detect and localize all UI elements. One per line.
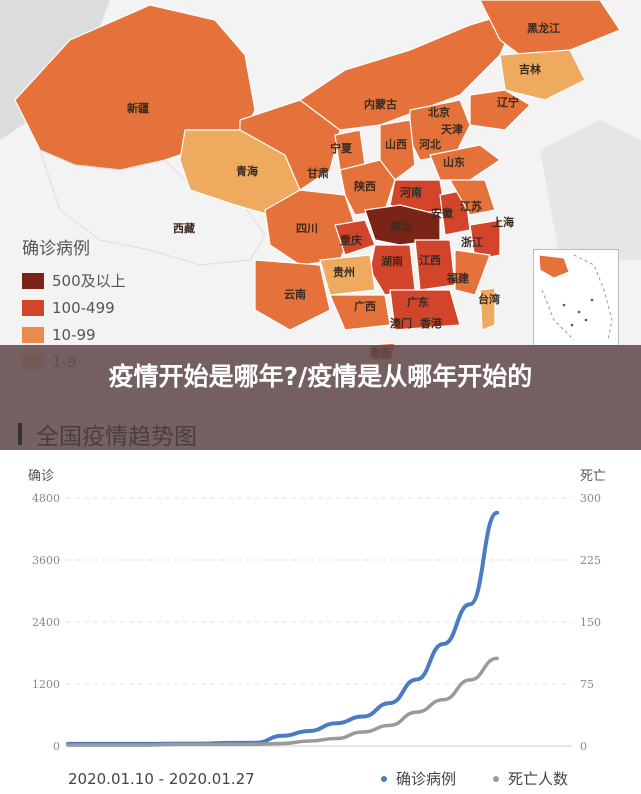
legend-label: 10-99	[52, 325, 96, 344]
trend-chart-svg: 确诊 死亡 0 1200 2400 3600 4800 0 75 150 225 300 2020…	[28, 469, 606, 788]
legend-marker-confirmed	[381, 776, 387, 782]
label-liaoning: 辽宁	[497, 95, 519, 109]
label-guangxi: 广西	[354, 299, 376, 313]
legend-label-confirmed: 确诊病例	[396, 770, 456, 788]
label-guizhou: 贵州	[333, 265, 355, 279]
label-shanxi: 山西	[385, 137, 407, 151]
label-shaanxi: 陕西	[354, 179, 376, 193]
province-shandong	[429, 144, 502, 181]
left-tick-label: 0	[53, 740, 60, 753]
label-hebei: 河北	[419, 137, 441, 151]
province-xizang	[39, 149, 266, 266]
province-guangxi	[329, 294, 391, 331]
label-shandong: 山东	[443, 155, 465, 169]
label-henan: 河南	[400, 185, 422, 199]
label-shanghai: 上海	[492, 215, 514, 229]
china-map-panel: 新疆 西藏 青海 甘肃 内蒙古 宁夏 陕西 四川 重庆 云南 贵州 广西 湖南 …	[0, 0, 641, 392]
label-hubei: 湖北	[390, 219, 412, 233]
chart-section-header: 全国疫情趋势图	[18, 417, 197, 451]
south-china-sea-inset	[533, 249, 619, 346]
legend-label: 100-499	[52, 298, 115, 317]
left-tick-label: 3600	[32, 554, 60, 567]
legend-title: 确诊病例	[22, 239, 90, 259]
left-tick-label: 4800	[32, 492, 60, 505]
province-yunnan	[254, 259, 331, 331]
chart-section-title: 全国疫情趋势图	[36, 424, 197, 450]
right-tick-label: 0	[580, 740, 587, 753]
right-axis-title: 死亡	[580, 469, 606, 484]
label-yunnan: 云南	[284, 287, 306, 301]
label-taiwan: 台湾	[478, 292, 500, 306]
label-jiangxi: 江西	[419, 253, 441, 267]
label-xinjiang: 新疆	[127, 101, 149, 115]
series-line-deaths	[66, 656, 499, 747]
label-ningxia: 宁夏	[330, 141, 353, 155]
label-xizang: 西藏	[173, 221, 195, 235]
legend-item: 10-99	[22, 321, 126, 348]
label-anhui: 安徽	[431, 206, 454, 220]
left-axis-title: 确诊	[28, 469, 54, 484]
label-jiangsu: 江苏	[460, 199, 482, 213]
legend-swatch	[22, 299, 44, 316]
label-zhejiang: 浙江	[461, 235, 483, 249]
left-tick-label: 2400	[32, 616, 60, 629]
label-gansu: 甘肃	[307, 166, 329, 180]
province-taiwan	[479, 287, 496, 331]
china-map: 新疆 西藏 青海 甘肃 内蒙古 宁夏 陕西 四川 重庆 云南 贵州 广西 湖南 …	[0, 0, 641, 361]
label-fujian: 福建	[446, 271, 470, 285]
province-hunan	[369, 244, 416, 296]
province-shanxi	[379, 119, 416, 181]
label-chongqing: 重庆	[340, 233, 362, 247]
legend-swatch	[22, 272, 44, 289]
legend-marker-deaths	[493, 776, 499, 782]
right-tick-label: 150	[580, 616, 601, 629]
legend-label-deaths: 死亡人数	[508, 770, 568, 788]
legend-item: 100-499	[22, 294, 126, 321]
province-guangdong	[389, 289, 461, 331]
province-guizhou	[319, 254, 376, 296]
label-hunan: 湖南	[381, 254, 403, 268]
label-xianggang: 香港	[419, 316, 443, 330]
headline: 疫情开始是哪年?/疫情是从哪年开始的	[108, 362, 533, 391]
inset-map	[538, 254, 613, 341]
right-tick-label: 75	[580, 678, 594, 691]
date-range-label: 2020.01.10 - 2020.01.27	[68, 770, 255, 788]
neighbor-land	[540, 120, 641, 260]
right-tick-label: 225	[580, 554, 601, 567]
headline-banner	[0, 345, 641, 450]
province-jiangsu	[448, 179, 496, 216]
right-tick-label: 300	[580, 492, 601, 505]
label-sichuan: 四川	[296, 222, 318, 235]
header-accent-bar	[18, 423, 22, 445]
label-tianjin: 天津	[441, 122, 463, 136]
left-tick-label: 1200	[32, 678, 60, 691]
legend-item: 500及以上	[22, 267, 126, 294]
legend-swatch	[22, 326, 44, 343]
province-zhejiang	[469, 219, 501, 261]
province-liaoning	[469, 89, 531, 131]
label-heilongjiang: 黑龙江	[527, 21, 560, 35]
legend-label: 500及以上	[52, 272, 126, 290]
province-fujian	[454, 249, 491, 296]
label-aomen: 澳门	[390, 316, 412, 330]
label-neimenggu: 内蒙古	[364, 97, 397, 111]
trend-chart: 确诊 死亡 0 1200 2400 3600 4800 0 75 150 225 300 2020…	[0, 450, 641, 794]
province-jilin	[499, 49, 586, 101]
label-qinghai: 青海	[236, 164, 258, 178]
series-line-confirmed	[66, 510, 499, 746]
label-jilin: 吉林	[519, 62, 541, 76]
label-guangdong: 广东	[407, 295, 429, 309]
label-beijing: 北京	[428, 105, 450, 119]
